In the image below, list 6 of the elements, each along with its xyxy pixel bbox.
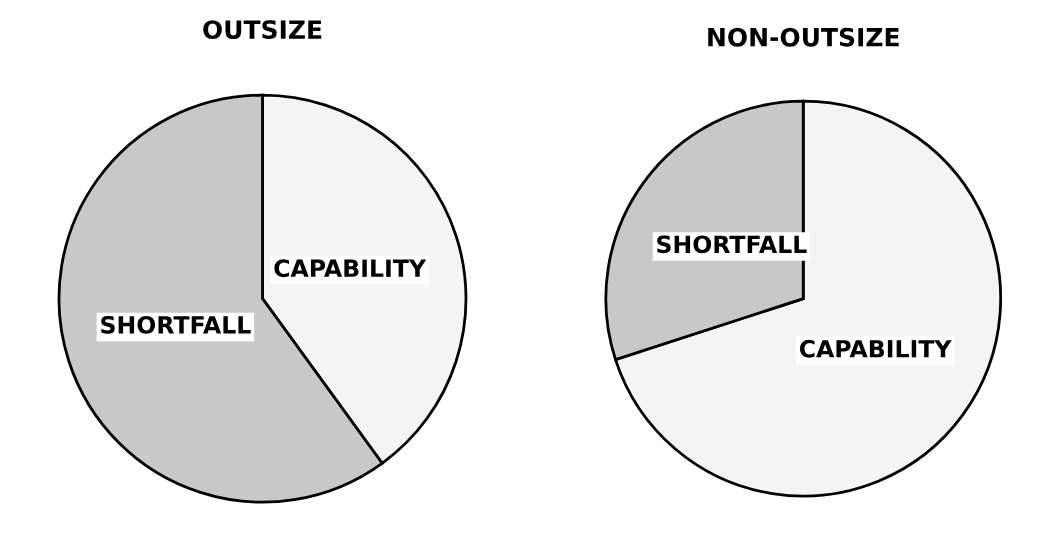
slice-label: SHORTFALL bbox=[101, 315, 251, 334]
chart-title: NON-OUTSIZE bbox=[708, 27, 899, 47]
chart-title: OUTSIZE bbox=[203, 20, 322, 40]
slice-label: SHORTFALL bbox=[657, 235, 807, 254]
slice-label: CAPABILITY bbox=[274, 259, 427, 278]
slice-label: CAPABILITY bbox=[799, 339, 952, 358]
